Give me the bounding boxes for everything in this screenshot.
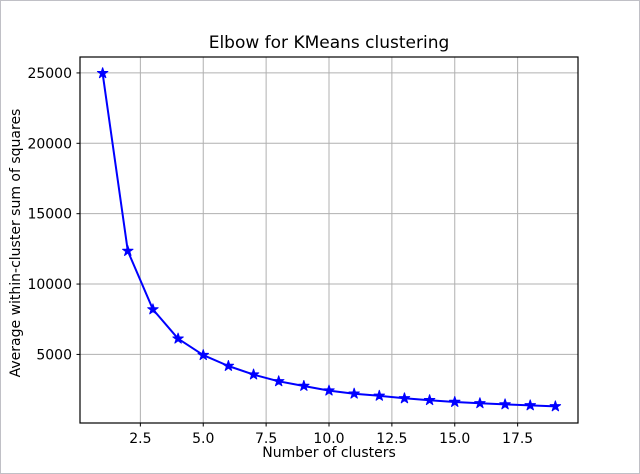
data-point-marker — [549, 400, 562, 412]
data-point-marker — [147, 303, 159, 315]
data-point-marker — [197, 349, 209, 361]
x-tick-label: 5.0 — [192, 431, 214, 447]
data-point-marker — [348, 387, 360, 399]
x-tick-label: 17.5 — [502, 431, 533, 447]
data-point-marker — [272, 375, 285, 387]
data-point-marker — [96, 67, 109, 79]
data-point-marker — [524, 399, 536, 411]
data-point-marker — [298, 379, 310, 391]
x-tick-label: 10.0 — [313, 431, 344, 447]
y-axis-label: Average within-cluster sum of squares — [8, 108, 24, 378]
y-tick-label: 15000 — [27, 207, 72, 223]
data-point-marker — [373, 389, 386, 401]
x-tick-label: 12.5 — [376, 431, 407, 447]
data-point-marker — [122, 244, 134, 256]
y-tick-label: 10000 — [27, 277, 72, 293]
y-tick-label: 5000 — [36, 347, 72, 363]
data-point-marker — [247, 368, 260, 380]
data-point-marker — [323, 384, 335, 396]
data-point-marker — [423, 394, 436, 406]
data-point-marker — [172, 332, 184, 344]
data-point-marker — [499, 398, 511, 410]
x-tick-label: 7.5 — [255, 431, 277, 447]
x-axis-label: Number of clusters — [262, 445, 396, 461]
chart-title: Elbow for KMeans clustering — [208, 33, 450, 53]
data-point-marker — [222, 359, 235, 371]
data-point-marker — [398, 392, 411, 404]
y-tick-label: 20000 — [27, 136, 72, 152]
x-tick-label: 2.5 — [129, 431, 151, 447]
data-point-marker — [474, 397, 486, 409]
data-point-marker — [449, 396, 461, 407]
x-tick-label: 15.0 — [439, 431, 470, 447]
y-tick-label: 25000 — [27, 66, 72, 82]
